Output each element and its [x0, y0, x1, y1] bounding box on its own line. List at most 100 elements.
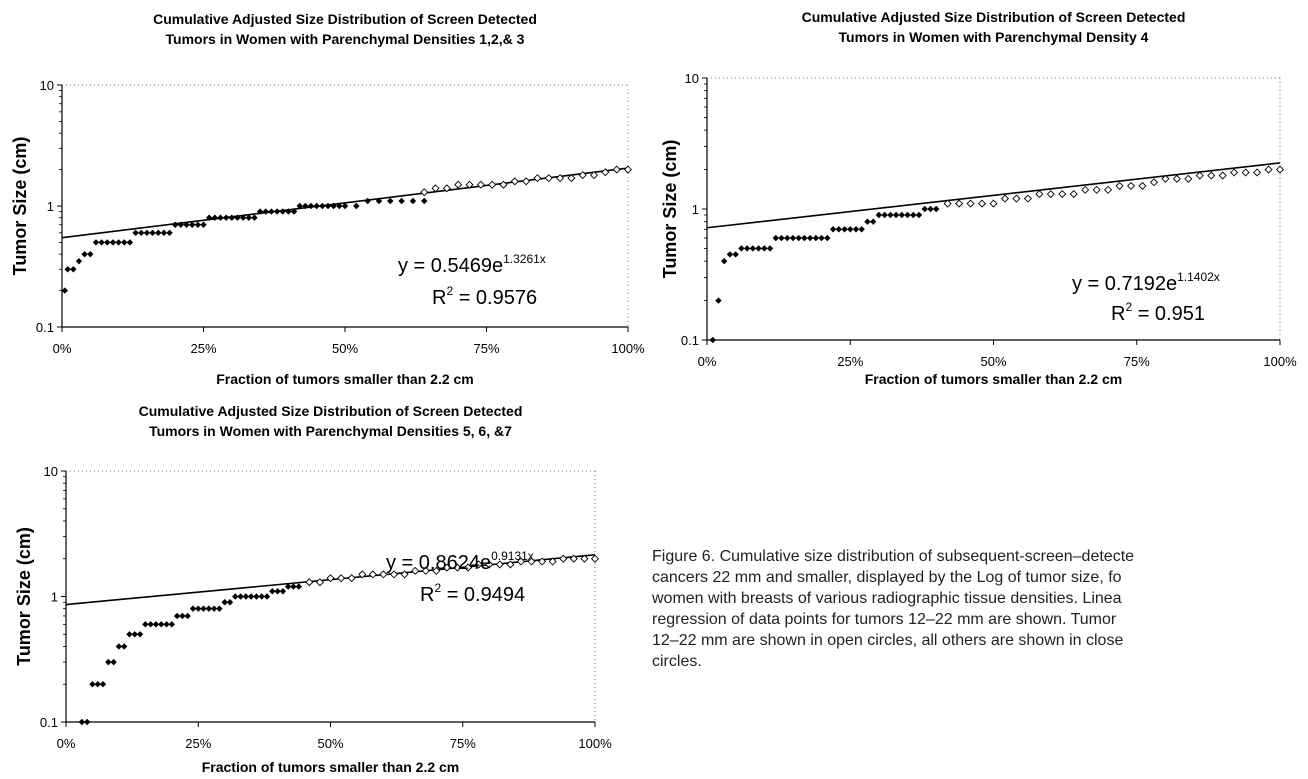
data-point-closed — [784, 234, 791, 242]
data-point-open — [943, 199, 952, 208]
data-point-closed — [268, 208, 275, 215]
data-point-closed — [927, 205, 934, 213]
data-point-open — [358, 570, 367, 579]
data-point-open — [1264, 165, 1273, 174]
x-tick-label: 50% — [332, 341, 358, 356]
data-point-closed — [92, 239, 100, 246]
data-point-closed — [824, 234, 831, 242]
y-axis-label: Tumor Size (cm) — [14, 527, 34, 666]
y-tick-label: 1 — [47, 199, 54, 214]
data-point-closed — [237, 593, 244, 600]
data-point-closed — [755, 245, 762, 252]
x-tick-label: 50% — [317, 736, 343, 751]
data-point-open — [488, 180, 497, 189]
data-point-closed — [81, 250, 88, 258]
data-point-closed — [184, 612, 191, 620]
data-point-open — [420, 188, 429, 197]
data-point-closed — [147, 621, 154, 628]
x-tick-label: 25% — [190, 341, 216, 356]
data-point-closed — [772, 234, 779, 242]
data-point-open — [1000, 194, 1009, 203]
y-tick-label: 10 — [685, 71, 699, 86]
data-point-closed — [98, 239, 105, 246]
trendline — [706, 162, 1281, 229]
y-tick-label: 0.1 — [681, 333, 699, 348]
data-point-open — [510, 177, 519, 186]
data-point-closed — [285, 208, 292, 215]
data-point-closed — [829, 226, 837, 233]
r-squared-value: R2 = 0.9494 — [420, 581, 525, 606]
data-point-open — [1149, 178, 1158, 187]
data-point-closed — [881, 211, 888, 219]
data-point-open — [569, 554, 578, 563]
data-point-closed — [307, 202, 315, 210]
regression-equation: y = 0.5469e1.3261x — [398, 252, 546, 277]
x-tick-label: 100% — [578, 736, 612, 751]
chart-title-line: Tumors in Women with Parenchymal Density… — [839, 29, 1149, 45]
data-point-closed — [110, 658, 117, 666]
r-squared-value: R2 = 0.9576 — [432, 284, 537, 309]
data-point-closed — [726, 251, 734, 258]
data-point-closed — [887, 211, 894, 219]
data-point-closed — [239, 214, 247, 221]
data-point-closed — [324, 202, 332, 210]
data-point-closed — [75, 257, 83, 265]
data-point-closed — [253, 593, 260, 600]
data-point-closed — [812, 234, 820, 242]
x-tick-label: 25% — [837, 354, 863, 369]
data-point-closed — [70, 266, 77, 273]
data-point-open — [315, 578, 324, 587]
data-point-closed — [183, 221, 190, 228]
data-point-open — [623, 165, 633, 174]
data-point-open — [1172, 174, 1181, 183]
chart-densities-1-2-3: Cumulative Adjusted Size Distribution of… — [10, 11, 645, 387]
data-point-open — [1253, 168, 1262, 177]
data-point-closed — [168, 621, 175, 628]
data-point-closed — [336, 202, 343, 210]
data-point-open — [495, 560, 504, 569]
data-point-open — [538, 557, 547, 566]
data-point-closed — [933, 205, 940, 213]
data-point-open — [1218, 171, 1227, 180]
data-point-open — [379, 570, 388, 579]
data-point-closed — [290, 208, 298, 215]
data-point-closed — [222, 214, 230, 221]
data-point-closed — [245, 214, 252, 221]
data-point-closed — [818, 234, 825, 242]
y-axis-label: Tumor Size (cm) — [10, 137, 30, 276]
data-point-open — [1023, 194, 1032, 203]
x-tick-label: 0% — [698, 354, 717, 369]
data-point-closed — [132, 229, 139, 237]
data-point-closed — [778, 234, 785, 242]
data-point-closed — [155, 229, 162, 237]
data-point-open — [1126, 181, 1136, 190]
data-point-closed — [263, 593, 271, 600]
x-tick-label: 75% — [1124, 354, 1150, 369]
data-point-closed — [121, 239, 128, 246]
data-point-open — [337, 574, 346, 583]
data-point-open — [465, 180, 474, 189]
data-point-closed — [279, 208, 286, 215]
data-point-open — [432, 566, 441, 575]
data-point-open — [1184, 174, 1193, 183]
data-point-closed — [409, 197, 417, 205]
y-tick-label: 1 — [692, 202, 699, 217]
data-point-open — [1046, 190, 1055, 199]
data-point-open — [476, 180, 485, 189]
data-point-closed — [194, 221, 202, 228]
x-tick-label: 0% — [53, 341, 72, 356]
data-point-closed — [387, 197, 394, 205]
data-point-open — [955, 199, 964, 208]
data-point-closed — [247, 593, 255, 600]
data-point-closed — [87, 250, 94, 258]
data-point-open — [533, 174, 542, 183]
data-point-open — [431, 184, 440, 193]
data-point-closed — [875, 211, 883, 219]
data-point-open — [966, 199, 975, 208]
data-point-closed — [841, 226, 848, 233]
data-point-open — [474, 560, 483, 569]
x-tick-label: 50% — [980, 354, 1006, 369]
data-point-open — [1092, 185, 1101, 194]
data-point-open — [400, 570, 409, 579]
data-point-open — [305, 578, 314, 587]
